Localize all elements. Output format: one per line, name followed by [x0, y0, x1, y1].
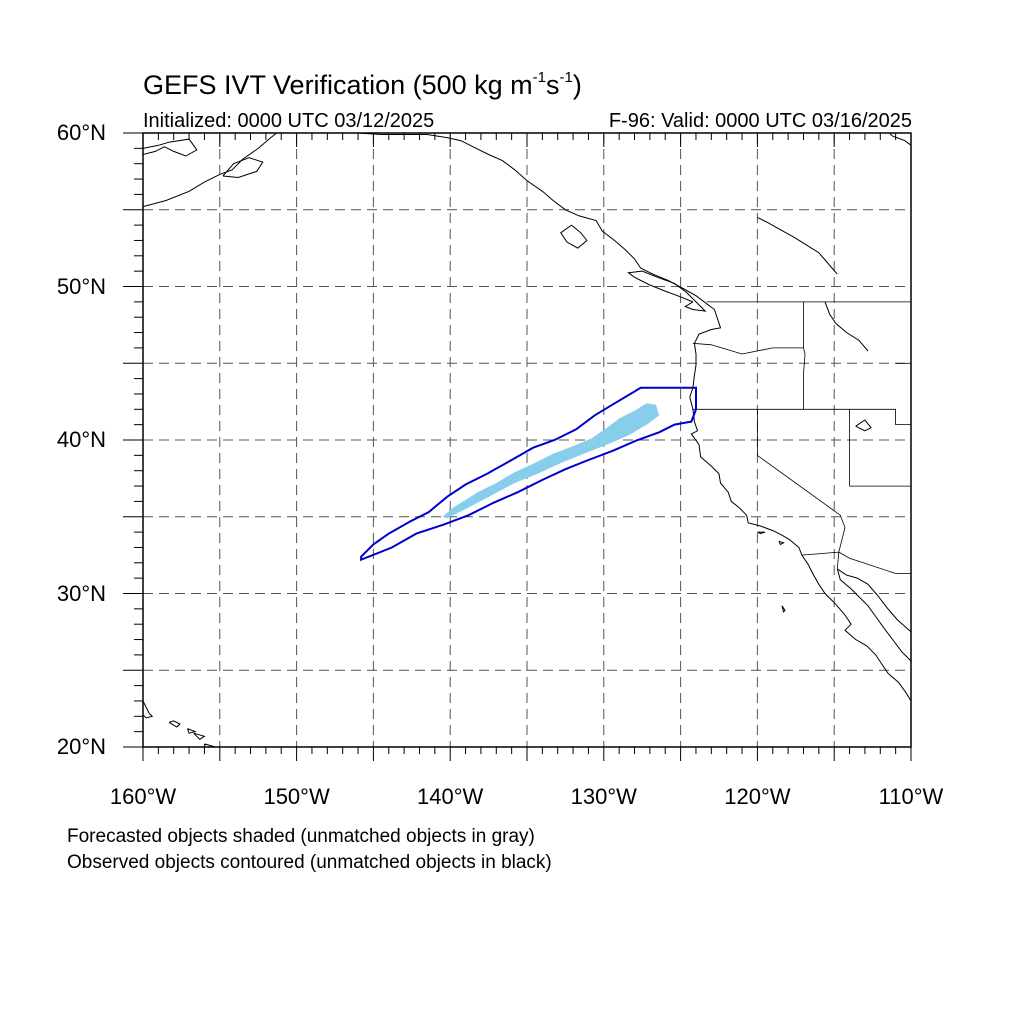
coastline — [836, 568, 911, 662]
valid-time-label: F-96: Valid: 0000 UTC 03/16/2025 — [608, 110, 912, 132]
border-line — [849, 409, 911, 487]
border-line — [838, 551, 911, 574]
coastline — [193, 732, 206, 740]
lat-tick-label: 60°N — [56, 120, 106, 145]
coastline — [143, 700, 154, 719]
border-line — [757, 409, 846, 556]
coastline — [855, 419, 872, 432]
lat-tick-label: 50°N — [56, 273, 106, 299]
coastline — [889, 133, 911, 146]
lat-tick-label: 40°N — [56, 427, 106, 452]
coastline — [757, 216, 838, 275]
plot-frame — [142, 132, 912, 748]
observed-note: Observed objects contoured (unmatched ob… — [67, 852, 552, 873]
lat-tick-label: 30°N — [56, 580, 106, 606]
coastline — [168, 720, 181, 728]
lon-tick-label: 160°W — [109, 784, 177, 809]
lon-tick-label: 120°W — [724, 784, 791, 809]
coastline — [757, 531, 766, 535]
coastline — [143, 138, 198, 157]
observed-object-contour — [360, 386, 697, 562]
axis-ticks — [123, 132, 912, 761]
border-line — [836, 552, 840, 569]
lon-tick-label: 140°W — [417, 784, 484, 809]
ivt-objects — [360, 386, 697, 562]
forecast-note: Forecasted objects shaded (unmatched obj… — [67, 826, 535, 847]
lon-tick-label: 130°W — [570, 784, 637, 809]
coastline — [837, 568, 911, 633]
border-line — [692, 408, 911, 426]
coastline — [357, 133, 911, 702]
lon-tick-label: 110°W — [878, 784, 944, 809]
coastlines — [143, 133, 911, 747]
border-line — [803, 301, 806, 410]
chart-title: GEFS IVT Verification (500 kg m-1s-1) — [143, 69, 582, 100]
coastline — [222, 157, 264, 179]
forecast-object-shaded — [442, 403, 660, 519]
coastline — [560, 224, 588, 249]
border-line — [692, 342, 804, 355]
coastline — [824, 301, 869, 352]
coastline — [627, 270, 707, 312]
grid-lines — [143, 133, 911, 747]
political-borders — [692, 301, 911, 574]
lat-tick-label: 20°N — [56, 734, 106, 759]
coastline — [781, 605, 786, 613]
coastline — [778, 540, 785, 546]
init-time-label: Initialized: 0000 UTC 03/12/2025 — [143, 110, 435, 132]
coastline — [187, 728, 197, 734]
lon-tick-label: 150°W — [263, 784, 330, 809]
